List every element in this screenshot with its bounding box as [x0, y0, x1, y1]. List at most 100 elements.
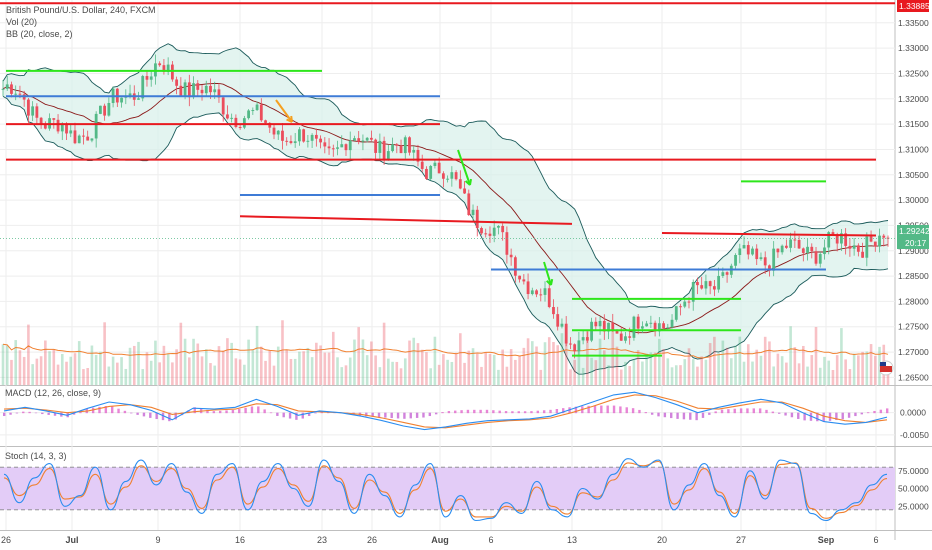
macd-histogram-bar	[193, 407, 196, 414]
macd-histogram-bar	[428, 412, 432, 417]
macd-histogram-bar	[263, 409, 266, 414]
candle-body	[776, 248, 780, 253]
volume-bar	[454, 352, 458, 385]
macd-histogram-bar	[41, 412, 44, 415]
price-axis-panel[interactable]	[895, 0, 932, 540]
candle-body	[77, 135, 81, 144]
trend-lines[interactable]	[0, 2, 895, 357]
candle-body	[573, 344, 577, 352]
orange-arrow	[275, 99, 293, 123]
volume-bar	[467, 350, 471, 385]
volume-bar	[217, 346, 221, 385]
macd-histogram-bar	[136, 412, 139, 415]
macd-histogram-bar	[701, 412, 705, 418]
volume-bar	[704, 359, 708, 385]
candle-body	[276, 130, 280, 135]
volume-bar	[361, 339, 365, 385]
macd-histogram-bar	[631, 408, 635, 414]
volume-bar	[564, 339, 568, 385]
volume-bar	[861, 351, 864, 385]
candle-body	[412, 149, 416, 153]
candle-body	[314, 134, 318, 139]
macd-panel[interactable]	[0, 391, 895, 436]
volume-bar	[382, 322, 386, 385]
date-tick-label: 27	[736, 535, 746, 545]
candle-body	[763, 257, 767, 266]
macd-histogram-bar	[873, 410, 876, 414]
candle-body	[331, 148, 335, 150]
volume-bar	[691, 359, 695, 385]
candle-body	[340, 144, 344, 148]
volume-bar	[848, 369, 852, 385]
macd-histogram-bar	[638, 409, 641, 414]
volume-bar	[200, 356, 204, 385]
macd-histogram-bar	[22, 411, 25, 414]
macd-histogram-bar	[250, 406, 254, 414]
candle-body	[585, 337, 589, 341]
candle-body	[624, 336, 627, 341]
candle-body	[450, 172, 454, 179]
candle-body	[200, 89, 204, 94]
macd-histogram-bar	[454, 410, 457, 414]
stoch-panel[interactable]	[0, 458, 895, 522]
volume-bar	[128, 347, 132, 385]
macd-histogram-bar	[492, 410, 495, 414]
candle-body	[679, 306, 682, 308]
volume-bar	[196, 343, 200, 385]
volume-bar	[52, 349, 56, 385]
volume-bar	[670, 367, 674, 385]
candle-body	[712, 286, 716, 290]
candle-body	[386, 151, 390, 160]
candle-body	[725, 272, 729, 275]
volume-bar	[573, 359, 576, 385]
macd-histogram-bar	[593, 405, 597, 414]
volume-bar	[852, 353, 856, 385]
candle-body	[128, 93, 132, 96]
candle-body	[103, 105, 107, 116]
macd-histogram-bar	[720, 409, 724, 414]
date-tick-label: 13	[567, 535, 577, 545]
volume-bar	[471, 348, 475, 385]
volume-bar	[526, 338, 530, 385]
volume-bar	[873, 355, 877, 385]
candle-body	[653, 322, 657, 332]
candle-body	[39, 117, 43, 125]
volume-bar	[539, 369, 543, 385]
date-tick-label: 6	[488, 535, 493, 545]
volume-bar	[835, 355, 839, 385]
volume-bar	[514, 359, 517, 385]
volume-bar	[391, 361, 394, 385]
macd-histogram-bar	[34, 412, 38, 414]
candle-body	[751, 248, 754, 255]
candle-body	[251, 110, 255, 112]
candle-body	[293, 141, 297, 144]
candle-body	[848, 245, 852, 249]
macd-histogram-bar	[670, 412, 673, 419]
macd-histogram-bar	[377, 412, 381, 418]
flag-icon[interactable]	[878, 360, 894, 376]
volume-bar	[403, 358, 407, 385]
vol-label: Vol (20)	[6, 17, 37, 27]
volume-bar	[260, 346, 263, 385]
volume-bar	[450, 361, 454, 385]
candle-body	[107, 103, 111, 116]
volume-bar	[501, 349, 504, 385]
volume-bar	[577, 349, 581, 385]
price-panel[interactable]	[0, 0, 895, 385]
current-price-tag-text: 1.29242	[899, 226, 930, 236]
candle-body	[319, 138, 322, 143]
volume-bar	[488, 353, 492, 385]
candle-body	[530, 290, 534, 295]
candle-body	[272, 127, 276, 135]
volume-bar	[204, 349, 208, 385]
volume-bar	[247, 339, 250, 385]
volume-bar	[658, 338, 661, 385]
candle-body	[535, 290, 538, 295]
macd-tick-label: -0.0050	[900, 430, 929, 440]
volume-bar	[31, 364, 34, 385]
top-line-tag-text: 1.33885	[899, 1, 930, 11]
red-level-line	[661, 232, 877, 237]
volume-bar	[653, 352, 657, 385]
candle-body	[615, 330, 619, 334]
volume-bar	[10, 359, 13, 385]
